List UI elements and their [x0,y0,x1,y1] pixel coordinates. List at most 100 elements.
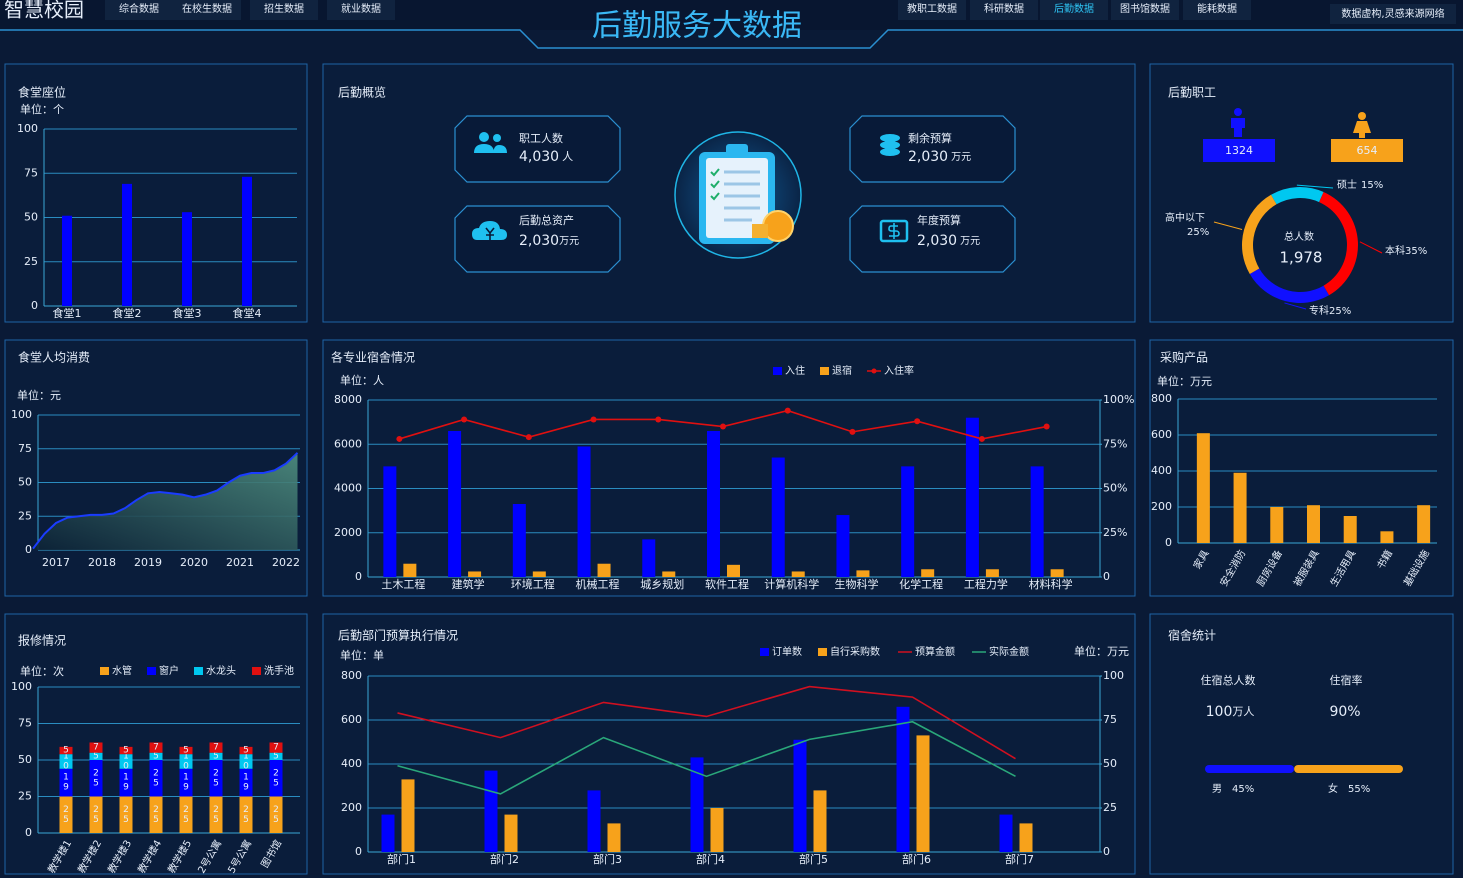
axis-unit: 单位：万元 [1074,644,1129,658]
legend-label: 退宿 [832,364,852,377]
legend-label: 水管 [112,664,132,677]
nav-tab[interactable] [970,0,1038,20]
slice-label: 硕士 15% [1337,178,1383,191]
data-label: 19 [241,773,251,793]
male-count: 1324 [1225,144,1253,157]
bar-segment [179,796,193,833]
line [397,685,1016,760]
y2-tick-label: 75 [1103,713,1117,726]
y-tick-label: 8000 [334,393,362,406]
panel-title: 宿舍统计 [1168,628,1216,643]
nav-label[interactable]: 科研数据 [984,2,1024,15]
nav-tab[interactable] [1183,0,1251,20]
bar [1233,472,1247,543]
nav-label[interactable]: 综合数据 [119,2,159,15]
data-label: 25 [91,768,101,788]
nav-tab[interactable] [898,0,966,20]
bar-segment [59,768,73,797]
progress-name: 男 [1212,783,1222,795]
nav-label[interactable]: 就业数据 [341,2,381,15]
x-tick-label: 食堂1 [53,306,82,320]
nav-tab[interactable] [327,0,395,20]
stat-value: 4,030 人 [519,149,573,165]
bar [836,515,850,577]
line-marker [720,423,726,430]
data-label: 5 [61,746,71,756]
bar [642,539,656,577]
nav-label[interactable]: 图书馆数据 [1120,2,1170,15]
nav-label[interactable]: 后勤数据 [1054,2,1094,15]
y-tick-label: 50 [18,476,32,489]
nav-label[interactable]: 教职工数据 [907,2,957,15]
legend-label: 实际金额 [989,645,1029,658]
x-tick-label: 2019 [134,556,162,569]
data-label: 25 [181,805,191,825]
slice-name: 专科 [1309,304,1329,317]
line-marker [655,416,662,423]
y-tick-label: 25 [24,255,38,268]
x-tick-label: 生物科学 [834,577,878,591]
data-label: 10 [121,751,131,771]
bar-segment [89,752,103,760]
x-tick-label: 部门1 [387,852,416,866]
bar [856,570,870,577]
nav-tab[interactable] [1111,0,1179,20]
data-label: 10 [241,751,251,771]
center-value: 1,978 [1280,249,1323,267]
stat-box [849,115,1016,183]
data-label: 5 [271,751,281,761]
y-tick-label: 600 [341,713,362,726]
progress-name: 女 [1328,782,1338,795]
bar-segment [269,796,283,833]
data-label: 25 [211,768,221,788]
bar [1343,516,1357,543]
stat-number: 90% [1329,704,1360,720]
leader-line [1284,302,1307,310]
y2-tick-label: 25 [1103,801,1117,814]
x-tick-label: 食堂3 [173,306,202,320]
panel-title: 食堂座位 [18,85,66,100]
bar [916,735,930,852]
x-tick-label: 软件工程 [705,577,749,591]
nav-tab[interactable] [105,0,173,20]
leader-line [1359,241,1383,254]
legend-label: 入住率 [884,364,914,377]
stat-unit: 万人 [1232,705,1254,718]
bar [791,571,805,577]
legend-swatch [194,667,203,675]
axis-unit: 单位：单 [340,648,384,662]
nav-tab[interactable] [173,0,241,20]
y-tick-label: 75 [24,166,38,179]
data-label: 25 [151,768,161,788]
line-marker [590,416,597,423]
legend-swatch [871,368,877,374]
legend-label: 水龙头 [206,664,236,677]
line-marker [978,435,985,442]
nav-label[interactable]: 招生数据 [264,2,304,15]
bar [690,757,704,852]
x-tick-label: 2017 [42,556,70,569]
bar-segment [269,752,283,760]
y-tick-label: 0 [1165,536,1172,549]
x-tick-label: 食堂2 [113,306,142,320]
y-tick-label: 0 [355,570,362,583]
stat-number: 2,030 [519,233,559,249]
bar-segment [89,760,103,797]
bar-segment [119,768,133,797]
bar [1019,823,1033,852]
nav-label[interactable]: 在校生数据 [182,2,232,15]
x-tick-label: 部门2 [490,852,519,866]
legend-swatch [100,667,109,675]
nav-tab[interactable] [250,0,318,20]
data-label: 7 [211,743,221,753]
nav-tab[interactable] [1040,0,1108,20]
panel [4,63,308,323]
y2-tick-label: 0 [1103,570,1110,583]
nav-label[interactable]: 能耗数据 [1197,2,1237,15]
line-marker [914,418,921,425]
pie-slice [1241,194,1277,274]
bar-segment [239,754,253,769]
data-label: 25 [91,805,101,825]
